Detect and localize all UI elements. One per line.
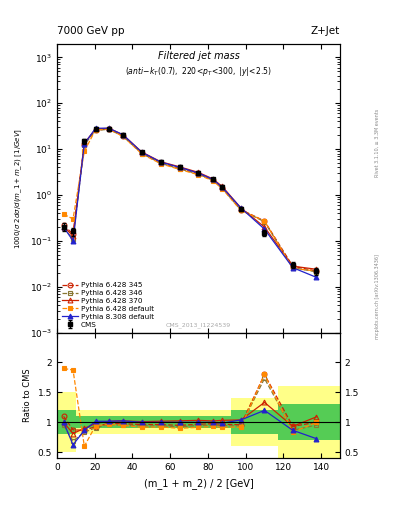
Pythia 6.428 345	[82, 141, 87, 147]
Pythia 6.428 370	[82, 140, 87, 146]
Pythia 8.308 default	[220, 184, 224, 190]
Pythia 6.428 346	[262, 219, 267, 225]
Pythia 6.428 370	[107, 125, 111, 131]
Pythia 6.428 345	[140, 150, 144, 156]
X-axis label: (m_1 + m_2) / 2 [GeV]: (m_1 + m_2) / 2 [GeV]	[143, 478, 253, 488]
Pythia 6.428 default	[93, 126, 98, 133]
Pythia 8.308 default	[196, 170, 201, 176]
Pythia 6.428 default	[220, 185, 224, 191]
Pythia 6.428 370	[290, 263, 295, 269]
Pythia 8.308 default	[82, 141, 87, 147]
Pythia 6.428 370	[210, 176, 215, 182]
Pythia 6.428 346	[210, 177, 215, 183]
Pythia 6.428 346	[239, 207, 243, 213]
Pythia 8.308 default	[210, 176, 215, 182]
Pythia 6.428 345	[196, 170, 201, 177]
Line: Pythia 6.428 370: Pythia 6.428 370	[61, 126, 319, 272]
Pythia 8.308 default	[177, 164, 182, 170]
Pythia 6.428 346	[82, 141, 87, 147]
Pythia 6.428 345	[61, 222, 66, 228]
Pythia 6.428 default	[71, 216, 75, 222]
Pythia 8.308 default	[314, 274, 319, 281]
Pythia 6.428 default	[290, 265, 295, 271]
Pythia 6.428 370	[71, 232, 75, 239]
Pythia 6.428 370	[220, 183, 224, 189]
Pythia 6.428 345	[210, 177, 215, 183]
Pythia 6.428 370	[140, 149, 144, 155]
Pythia 6.428 345	[314, 268, 319, 274]
Pythia 6.428 346	[220, 185, 224, 191]
Pythia 8.308 default	[140, 149, 144, 155]
Line: Pythia 6.428 345: Pythia 6.428 345	[61, 126, 319, 273]
Y-axis label: Ratio to CMS: Ratio to CMS	[23, 369, 32, 422]
Pythia 6.428 default	[262, 218, 267, 224]
Pythia 6.428 370	[61, 224, 66, 230]
Pythia 8.308 default	[239, 205, 243, 211]
Pythia 6.428 default	[158, 161, 163, 167]
Pythia 6.428 370	[158, 159, 163, 165]
Pythia 6.428 346	[314, 269, 319, 275]
Pythia 6.428 370	[93, 126, 98, 132]
Pythia 6.428 default	[140, 151, 144, 157]
Text: CMS_2013_I1224539: CMS_2013_I1224539	[166, 323, 231, 328]
Pythia 8.308 default	[158, 159, 163, 165]
Pythia 6.428 346	[61, 225, 66, 231]
Pythia 6.428 345	[177, 165, 182, 172]
Pythia 6.428 345	[107, 126, 111, 132]
Pythia 6.428 346	[290, 265, 295, 271]
Pythia 6.428 346	[93, 127, 98, 134]
Pythia 6.428 370	[196, 169, 201, 176]
Pythia 8.308 default	[71, 238, 75, 244]
Pythia 6.428 default	[177, 166, 182, 173]
Pythia 8.308 default	[107, 125, 111, 131]
Pythia 6.428 345	[290, 263, 295, 269]
Pythia 6.428 370	[314, 266, 319, 272]
Pythia 6.428 345	[158, 160, 163, 166]
Pythia 6.428 370	[177, 164, 182, 170]
Pythia 6.428 default	[82, 148, 87, 154]
Pythia 6.428 default	[314, 268, 319, 274]
Pythia 6.428 346	[71, 236, 75, 242]
Pythia 6.428 346	[177, 166, 182, 172]
Pythia 6.428 default	[196, 172, 201, 178]
Pythia 8.308 default	[290, 265, 295, 271]
Text: mcplots.cern.ch [arXiv:1306.3436]: mcplots.cern.ch [arXiv:1306.3436]	[375, 254, 380, 339]
Line: Pythia 6.428 346: Pythia 6.428 346	[61, 127, 319, 274]
Pythia 6.428 345	[121, 133, 125, 139]
Pythia 6.428 370	[239, 205, 243, 211]
Pythia 8.308 default	[262, 226, 267, 232]
Pythia 6.428 default	[107, 126, 111, 133]
Line: Pythia 8.308 default: Pythia 8.308 default	[61, 126, 319, 280]
Pythia 6.428 345	[220, 184, 224, 190]
Pythia 6.428 370	[262, 224, 267, 230]
Pythia 8.308 default	[93, 125, 98, 131]
Pythia 8.308 default	[121, 132, 125, 138]
Pythia 6.428 default	[61, 211, 66, 217]
Pythia 6.428 346	[140, 151, 144, 157]
Pythia 6.428 346	[158, 160, 163, 166]
Text: Filtered jet mass: Filtered jet mass	[158, 51, 239, 61]
Pythia 6.428 default	[210, 178, 215, 184]
Text: 7000 GeV pp: 7000 GeV pp	[57, 26, 125, 36]
Pythia 6.428 default	[239, 207, 243, 214]
Pythia 6.428 346	[107, 126, 111, 133]
Text: Z+Jet: Z+Jet	[311, 26, 340, 36]
Pythia 6.428 default	[121, 133, 125, 139]
Pythia 6.428 345	[93, 127, 98, 133]
Text: Rivet 3.1.10, ≥ 3.3M events: Rivet 3.1.10, ≥ 3.3M events	[375, 109, 380, 178]
Text: $(anti\!-\!k_T(0.7),\ 220\!<\!p_T\!<\!300,\ |y|\!<\!2.5)$: $(anti\!-\!k_T(0.7),\ 220\!<\!p_T\!<\!30…	[125, 65, 272, 78]
Pythia 8.308 default	[61, 224, 66, 230]
Y-axis label: $1000/\sigma\ 2d\sigma/d(m\_1+m\_2)\ [1/GeV]$: $1000/\sigma\ 2d\sigma/d(m\_1+m\_2)\ [1/…	[14, 127, 24, 249]
Pythia 6.428 370	[121, 132, 125, 138]
Pythia 6.428 345	[239, 206, 243, 212]
Pythia 6.428 346	[196, 171, 201, 177]
Pythia 6.428 345	[71, 231, 75, 237]
Legend: Pythia 6.428 345, Pythia 6.428 346, Pythia 6.428 370, Pythia 6.428 default, Pyth: Pythia 6.428 345, Pythia 6.428 346, Pyth…	[61, 281, 155, 329]
Pythia 6.428 346	[121, 133, 125, 139]
Pythia 6.428 345	[262, 218, 267, 224]
Line: Pythia 6.428 default: Pythia 6.428 default	[61, 127, 319, 273]
